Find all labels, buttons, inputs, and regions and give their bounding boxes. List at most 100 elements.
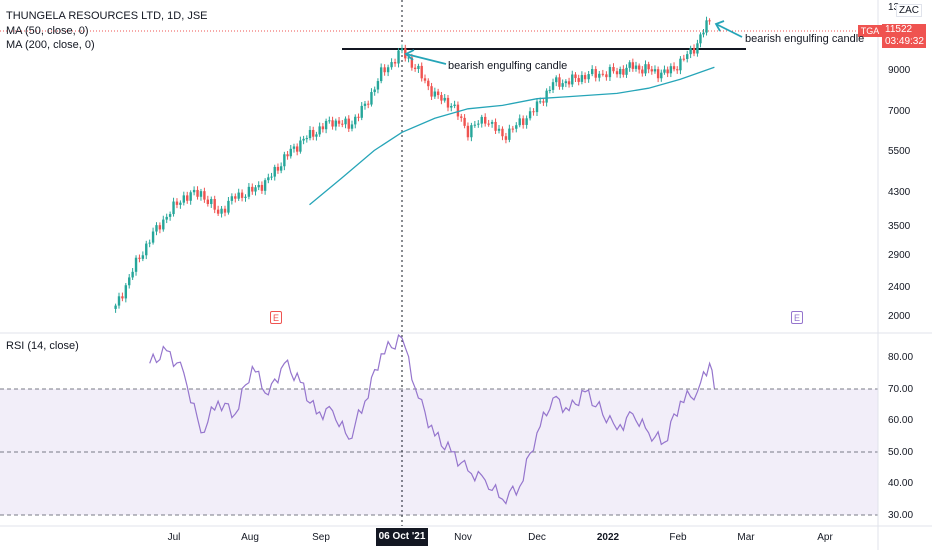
annotation-arrow-1[interactable]: [404, 49, 447, 65]
candle-body: [407, 57, 410, 59]
price-tick: 2000: [888, 311, 911, 322]
candle-body: [577, 78, 580, 82]
candle-body: [555, 77, 558, 83]
candle-body: [324, 120, 328, 130]
last-price-value: 11522: [885, 24, 913, 35]
candle-body: [376, 81, 380, 90]
time-tick: Mar: [737, 532, 755, 543]
candle-body: [367, 103, 370, 105]
candle-body: [172, 201, 175, 215]
candle-body: [686, 54, 689, 60]
candle-body: [379, 67, 383, 82]
candle-body: [580, 75, 584, 82]
candle-body: [186, 195, 189, 201]
candle-body: [121, 296, 124, 299]
candle-body: [220, 208, 223, 214]
candle-body: [244, 196, 247, 198]
candle-body: [666, 69, 669, 74]
candle-body: [622, 68, 625, 75]
legend-ma-50[interactable]: MA (50, close, 0): [6, 25, 89, 37]
earnings-event-marker-upcoming[interactable]: E: [791, 311, 803, 324]
candle-body: [267, 177, 270, 181]
candle-body: [708, 20, 711, 22]
candle-body: [631, 62, 635, 69]
candle-body: [341, 123, 344, 125]
candle-body: [660, 72, 663, 79]
candle-body: [480, 116, 483, 124]
candle-body: [692, 48, 696, 54]
candle-body: [518, 118, 521, 126]
candle-body: [558, 77, 561, 87]
ma-200-line: [309, 66, 715, 206]
candle-body: [251, 186, 254, 192]
time-tick: Feb: [669, 532, 687, 543]
candle-body: [158, 225, 162, 230]
candle-body: [370, 92, 373, 105]
candle-body: [305, 138, 308, 140]
candle-body: [400, 48, 404, 51]
rsi-tick: 50.00: [888, 447, 914, 458]
earnings-event-marker[interactable]: E: [270, 311, 282, 324]
time-tick: Sep: [312, 532, 330, 543]
candle-body: [446, 97, 450, 108]
candle-body: [179, 202, 182, 205]
candle-body: [539, 101, 542, 103]
candle-body: [182, 195, 186, 203]
candle-body: [230, 196, 234, 201]
candle-body: [453, 104, 456, 106]
candle-body: [548, 89, 552, 91]
candle-body: [234, 196, 237, 199]
candle-body: [260, 184, 264, 191]
candle-body: [490, 121, 494, 124]
candle-body: [696, 43, 699, 54]
legend-ma-200[interactable]: MA (200, close, 0): [6, 39, 95, 51]
candle-body: [257, 184, 260, 188]
currency-label[interactable]: ZAC: [896, 4, 922, 17]
candle-body: [641, 69, 644, 74]
candle-body: [466, 125, 470, 138]
candle-body: [521, 118, 525, 125]
annotation-text-2[interactable]: bearish engulfing candle: [745, 33, 865, 45]
candle-body: [131, 271, 134, 278]
candle-body: [433, 91, 437, 97]
candle-body: [196, 189, 199, 197]
annotation-text-1[interactable]: bearish engulfing candle: [448, 60, 568, 72]
candle-body: [308, 129, 312, 139]
candle-body: [299, 140, 302, 152]
candle-body: [328, 120, 331, 122]
candle-body: [647, 64, 650, 70]
candle-body: [487, 123, 490, 125]
candle-body: [417, 65, 420, 69]
candle-body: [561, 83, 564, 87]
candle-body: [456, 104, 460, 117]
candle-body: [515, 125, 518, 129]
candle-body: [331, 120, 334, 127]
time-tick: Dec: [528, 532, 546, 543]
candle-body: [276, 166, 280, 171]
candle-body: [612, 67, 615, 72]
candle-body: [525, 118, 528, 125]
candle-body: [535, 101, 539, 113]
candle-body: [168, 214, 172, 217]
candle-body: [289, 148, 292, 157]
time-tick-year: 2022: [596, 532, 620, 543]
legend-rsi[interactable]: RSI (14, close): [6, 340, 79, 352]
candle-body: [470, 125, 473, 138]
candle-body: [134, 257, 138, 272]
rsi-tick: 70.00: [888, 384, 914, 395]
candle-body: [175, 201, 179, 205]
candle-body: [213, 199, 216, 210]
candle-body: [128, 277, 131, 286]
time-tick: Apr: [817, 532, 833, 543]
candle-body: [423, 78, 427, 81]
candle-body: [494, 121, 497, 131]
candle-body: [705, 20, 708, 33]
time-tick: Aug: [241, 532, 259, 543]
price-tick: 4300: [888, 187, 911, 198]
annotation-arrow-2[interactable]: [714, 20, 743, 38]
candle-body: [608, 67, 612, 78]
candle-body: [344, 118, 347, 125]
candle-body: [615, 71, 619, 75]
candle-body: [625, 67, 628, 75]
